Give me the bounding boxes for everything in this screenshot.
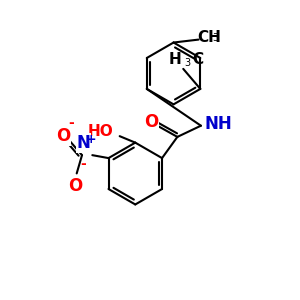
Text: N: N	[76, 134, 90, 152]
Text: O: O	[68, 177, 83, 195]
Text: NH: NH	[205, 115, 232, 133]
Text: O: O	[56, 127, 70, 145]
Text: HO: HO	[87, 124, 113, 139]
Text: O: O	[144, 113, 158, 131]
Text: -: -	[68, 116, 74, 130]
Text: C: C	[192, 52, 203, 67]
Text: 3: 3	[184, 58, 190, 68]
Text: 3: 3	[213, 33, 219, 43]
Text: H: H	[169, 52, 182, 67]
Text: -: -	[80, 157, 86, 171]
Text: +: +	[86, 133, 97, 146]
Text: CH: CH	[197, 30, 221, 45]
